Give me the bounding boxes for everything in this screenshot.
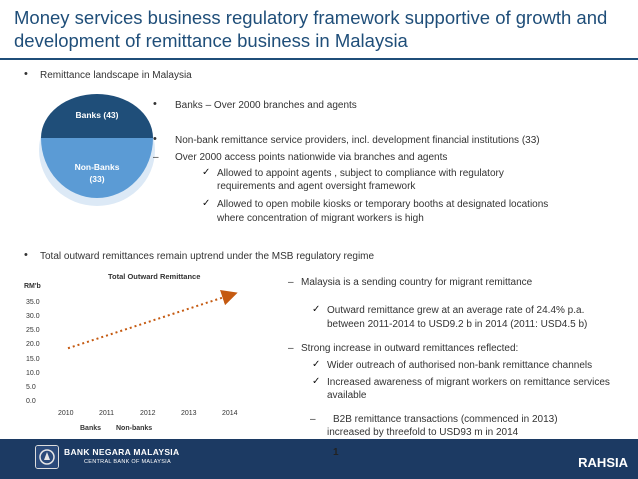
sending-country-text: Malaysia is a sending country for migran… (301, 277, 533, 288)
b2b-text-1: B2B remittance transactions (commenced i… (333, 414, 558, 425)
footer-bar (0, 439, 638, 479)
pie-label-nonbanks-count: (33) (89, 174, 104, 184)
title-divider (0, 58, 638, 60)
trend-arrow (67, 290, 238, 350)
chart-title: Total Outward Remittance (108, 272, 201, 281)
legend-banks: Banks (80, 425, 102, 432)
access-points-text: Over 2000 access points nationwide via b… (175, 152, 448, 163)
chart-ylabel: RM'b (24, 283, 41, 290)
y-tick-label: 5.0 (26, 383, 36, 391)
y-tick-label: 15.0 (26, 355, 40, 363)
bullet-icon: • (153, 133, 157, 145)
x-tick-label: 2010 (58, 410, 74, 417)
x-tick-label: 2013 (181, 410, 197, 417)
dash-icon: – (153, 152, 159, 163)
y-tick-label: 30.0 (26, 313, 40, 321)
bank-subtitle: CENTRAL BANK OF MALAYSIA (84, 459, 171, 465)
pie-label-nonbanks: Non-Banks (75, 162, 120, 172)
y-tick-label: 10.0 (26, 369, 40, 377)
slide-title: Money services business regulatory frame… (14, 7, 608, 51)
bullet-icon: • (24, 68, 28, 80)
awareness-text-1: Increased awareness of migrant workers o… (327, 377, 610, 388)
agents-text-2: requirements and agent oversight framewo… (217, 181, 416, 192)
bnm-logo-icon (35, 445, 59, 469)
y-tick-label: 0.0 (26, 398, 36, 405)
pie-slice-nonbanks (41, 138, 153, 198)
classification-label: RAHSIA (578, 455, 628, 470)
section1-heading: Remittance landscape in Malaysia (40, 70, 192, 81)
page-number: 1 (333, 447, 339, 458)
growth-text-1: Outward remittance grew at an average ra… (327, 305, 585, 316)
y-tick-label: 20.0 (26, 341, 40, 349)
dash-icon: – (310, 414, 316, 425)
x-tick-label: 2012 (140, 410, 156, 417)
legend-nonbanks: Non-banks (116, 425, 153, 432)
section2-heading: Total outward remittances remain uptrend… (40, 251, 375, 262)
nonbank-bullet: Non-bank remittance service providers, i… (175, 135, 540, 146)
bank-name: BANK NEGARA MALAYSIA (64, 447, 180, 457)
bullet-icon: • (153, 98, 157, 110)
dash-icon: – (288, 277, 294, 288)
banks-bullet: Banks – Over 2000 branches and agents (175, 100, 357, 111)
growth-text-2: between 2011-2014 to USD9.2 b in 2014 (2… (327, 319, 588, 330)
agents-text-1: Allowed to appoint agents , subject to c… (217, 168, 504, 179)
kiosks-text-1: Allowed to open mobile kiosks or tempora… (217, 199, 549, 210)
x-tick-label: 2011 (99, 410, 115, 417)
b2b-text-2: increased by threefold to USD93 m in 201… (327, 427, 519, 438)
y-tick-label: 25.0 (26, 327, 40, 335)
check-icon: ✓ (202, 167, 211, 178)
pie-label-banks: Banks (43) (76, 110, 119, 120)
check-icon: ✓ (312, 359, 321, 370)
awareness-text-2: available (327, 390, 367, 401)
remittance-pie-chart: Banks (43) Non-Banks (33) (39, 94, 155, 206)
strong-increase-text: Strong increase in outward remittances r… (301, 343, 519, 354)
check-icon: ✓ (312, 376, 321, 387)
kiosks-text-2: where concentration of migrant workers i… (217, 213, 424, 224)
check-icon: ✓ (312, 304, 321, 315)
dash-icon: – (288, 343, 294, 354)
y-tick-label: 35.0 (26, 299, 40, 306)
pie-slice-banks (41, 94, 153, 138)
check-icon: ✓ (202, 198, 211, 209)
bullet-icon: • (24, 249, 28, 261)
outreach-text: Wider outreach of authorised non-bank re… (327, 360, 593, 371)
x-tick-label: 2014 (222, 410, 238, 417)
